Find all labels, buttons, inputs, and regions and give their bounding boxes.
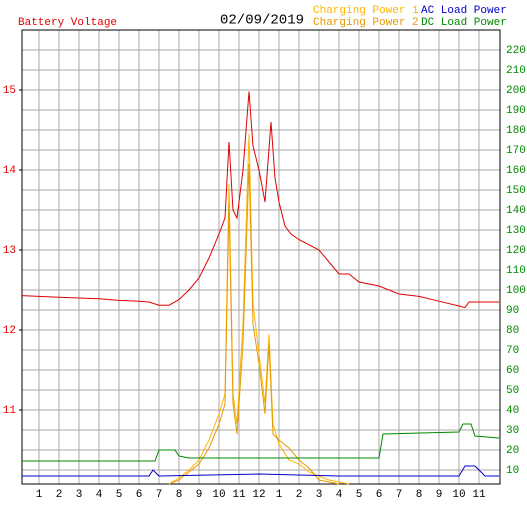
- x-tick-label: 4: [96, 489, 103, 501]
- y-axis-label: Battery Voltage: [18, 17, 117, 29]
- x-tick-label: 6: [376, 489, 383, 501]
- y2-tick-label: 200: [506, 85, 526, 97]
- series-line: [21, 91, 499, 309]
- x-tick-label: 2: [296, 489, 303, 501]
- y2-tick-label: 180: [506, 125, 526, 137]
- y2-tick-label: 190: [506, 105, 526, 117]
- legend-entry: DC Load Power: [421, 17, 507, 29]
- y-tick-label: 14: [3, 165, 17, 177]
- y2-tick-label: 170: [506, 145, 526, 157]
- y2-tick-label: 10: [506, 465, 519, 477]
- y2-tick-label: 210: [506, 65, 526, 77]
- y2-tick-label: 40: [506, 405, 519, 417]
- y2-tick-label: 50: [506, 385, 519, 397]
- y-tick-label: 15: [3, 85, 16, 97]
- x-tick-label: 5: [116, 489, 123, 501]
- x-tick-label: 7: [156, 489, 163, 501]
- plot-frame: [21, 29, 501, 485]
- y2-tick-label: 140: [506, 205, 526, 217]
- y2-tick-label: 150: [506, 185, 526, 197]
- series-line: [22, 465, 499, 477]
- x-tick-label: 11: [472, 489, 486, 501]
- y2-tick-label: 90: [506, 305, 519, 317]
- y2-tick-label: 60: [506, 365, 519, 377]
- x-tick-label: 8: [176, 489, 183, 501]
- y-tick-label: 13: [3, 245, 16, 257]
- y-tick-label: 12: [3, 325, 16, 337]
- x-tick-label: 11: [232, 489, 246, 501]
- chart-title: 02/09/2019: [220, 13, 304, 29]
- x-tick-label: 10: [452, 489, 465, 501]
- y2-tick-label: 130: [506, 225, 526, 237]
- x-tick-label: 6: [136, 489, 143, 501]
- y2-tick-label: 110: [506, 265, 526, 277]
- y-tick-label: 11: [3, 405, 17, 417]
- series-line: [22, 423, 500, 462]
- y2-tick-label: 160: [506, 165, 526, 177]
- y2-tick-label: 30: [506, 425, 519, 437]
- y2-tick-label: 120: [506, 245, 526, 257]
- x-tick-label: 9: [196, 489, 203, 501]
- x-tick-label: 1: [276, 489, 283, 501]
- x-tick-label: 5: [356, 489, 363, 501]
- x-tick-label: 1: [36, 489, 43, 501]
- y2-tick-label: 220: [506, 45, 526, 57]
- x-tick-label: 7: [396, 489, 403, 501]
- legend-entry: Charging Power 2: [313, 17, 419, 29]
- y2-tick-label: 20: [506, 445, 519, 457]
- x-tick-label: 10: [212, 489, 225, 501]
- x-tick-label: 3: [316, 489, 323, 501]
- x-tick-label: 12: [252, 489, 265, 501]
- series-line: [168, 163, 340, 485]
- x-tick-label: 2: [56, 489, 63, 501]
- y2-tick-label: 80: [506, 325, 519, 337]
- legend-entry: Charging Power 1: [313, 5, 419, 17]
- x-tick-label: 4: [336, 489, 343, 501]
- x-tick-label: 3: [76, 489, 83, 501]
- legend-entry: AC Load Power: [421, 5, 507, 17]
- x-tick-label: 9: [436, 489, 443, 501]
- x-tick-label: 8: [416, 489, 423, 501]
- y2-tick-label: 70: [506, 345, 519, 357]
- y2-tick-label: 100: [506, 285, 526, 297]
